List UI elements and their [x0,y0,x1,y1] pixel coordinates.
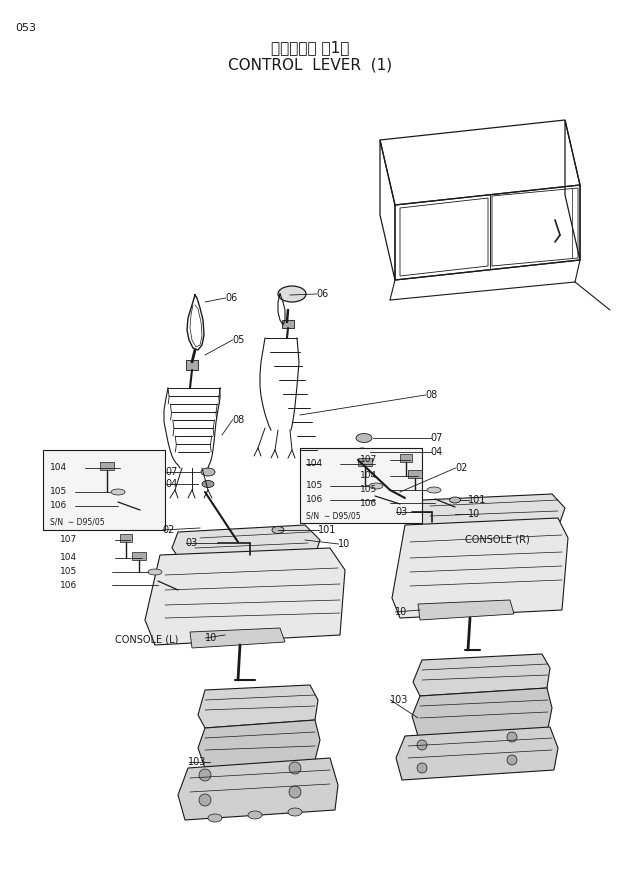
Text: 02: 02 [455,463,467,473]
Text: S/N  ∼ D95/05: S/N ∼ D95/05 [50,518,105,526]
Text: 105: 105 [360,485,377,494]
Polygon shape [145,548,345,645]
Polygon shape [172,525,320,560]
Circle shape [199,794,211,806]
Text: 106: 106 [60,581,78,590]
Bar [100,462,114,470]
Bar [300,448,422,523]
Text: 105: 105 [306,482,323,491]
Circle shape [289,786,301,798]
Ellipse shape [288,808,302,816]
Text: 107: 107 [60,535,78,545]
Bar [358,458,372,466]
Circle shape [417,740,427,750]
Polygon shape [392,518,568,618]
Bar [132,552,146,560]
Text: 10: 10 [205,633,217,643]
Ellipse shape [208,814,222,822]
Bar [408,470,422,478]
Text: 04: 04 [430,447,442,457]
Circle shape [199,769,211,781]
Ellipse shape [450,497,461,503]
Text: 103: 103 [390,695,409,705]
Ellipse shape [248,811,262,819]
Polygon shape [413,654,550,696]
Polygon shape [396,727,558,780]
Text: 06: 06 [225,293,237,303]
Circle shape [417,763,427,773]
Bar [282,320,294,328]
Text: 106: 106 [50,501,67,511]
Text: 106: 106 [360,498,377,507]
Text: 03: 03 [395,507,407,517]
Ellipse shape [278,286,306,302]
Text: 04: 04 [165,479,177,489]
Ellipse shape [356,434,372,442]
Text: 104: 104 [360,471,377,481]
Ellipse shape [148,569,162,575]
Bar [400,454,412,462]
Text: 105: 105 [50,488,67,497]
Ellipse shape [201,468,215,476]
Circle shape [289,762,301,774]
Text: 02: 02 [162,525,174,535]
Text: 10: 10 [468,509,481,519]
Text: 操作レバー （1）: 操作レバー （1） [271,40,349,55]
Text: 053: 053 [15,23,36,33]
Text: 10: 10 [395,607,407,617]
Polygon shape [415,494,565,528]
Text: 104: 104 [50,463,67,472]
Text: 10: 10 [338,539,350,549]
Text: 105: 105 [60,568,78,576]
Text: 106: 106 [306,496,323,505]
Text: 101: 101 [468,495,486,505]
Text: 107: 107 [360,456,377,464]
Text: CONTROL  LEVER  (1): CONTROL LEVER (1) [228,58,392,73]
Ellipse shape [202,481,214,488]
Text: 06: 06 [316,289,328,299]
Text: 08: 08 [232,415,244,425]
Text: 08: 08 [425,390,437,400]
Text: 104: 104 [60,554,77,562]
Circle shape [507,732,517,742]
Text: S/N  ∼ D95/05: S/N ∼ D95/05 [306,512,361,520]
Circle shape [507,755,517,765]
Text: 07: 07 [165,467,177,477]
Polygon shape [198,685,318,728]
Polygon shape [412,688,552,736]
Ellipse shape [111,489,125,495]
Polygon shape [178,758,338,820]
Text: CONSOLE (L): CONSOLE (L) [115,635,179,645]
Bar [43,450,165,530]
Text: 103: 103 [188,757,206,767]
Text: CONSOLE (R): CONSOLE (R) [465,535,529,545]
Ellipse shape [369,483,383,489]
Bar [186,360,198,370]
Polygon shape [198,720,320,768]
Text: 101: 101 [318,525,337,535]
Ellipse shape [272,526,284,533]
Text: 05: 05 [232,335,244,345]
Text: 03: 03 [185,538,197,548]
Ellipse shape [427,487,441,493]
Polygon shape [190,628,285,648]
Ellipse shape [355,448,369,456]
Bar [120,534,132,542]
Text: 104: 104 [306,460,323,469]
Polygon shape [418,600,514,620]
Text: 07: 07 [430,433,443,443]
